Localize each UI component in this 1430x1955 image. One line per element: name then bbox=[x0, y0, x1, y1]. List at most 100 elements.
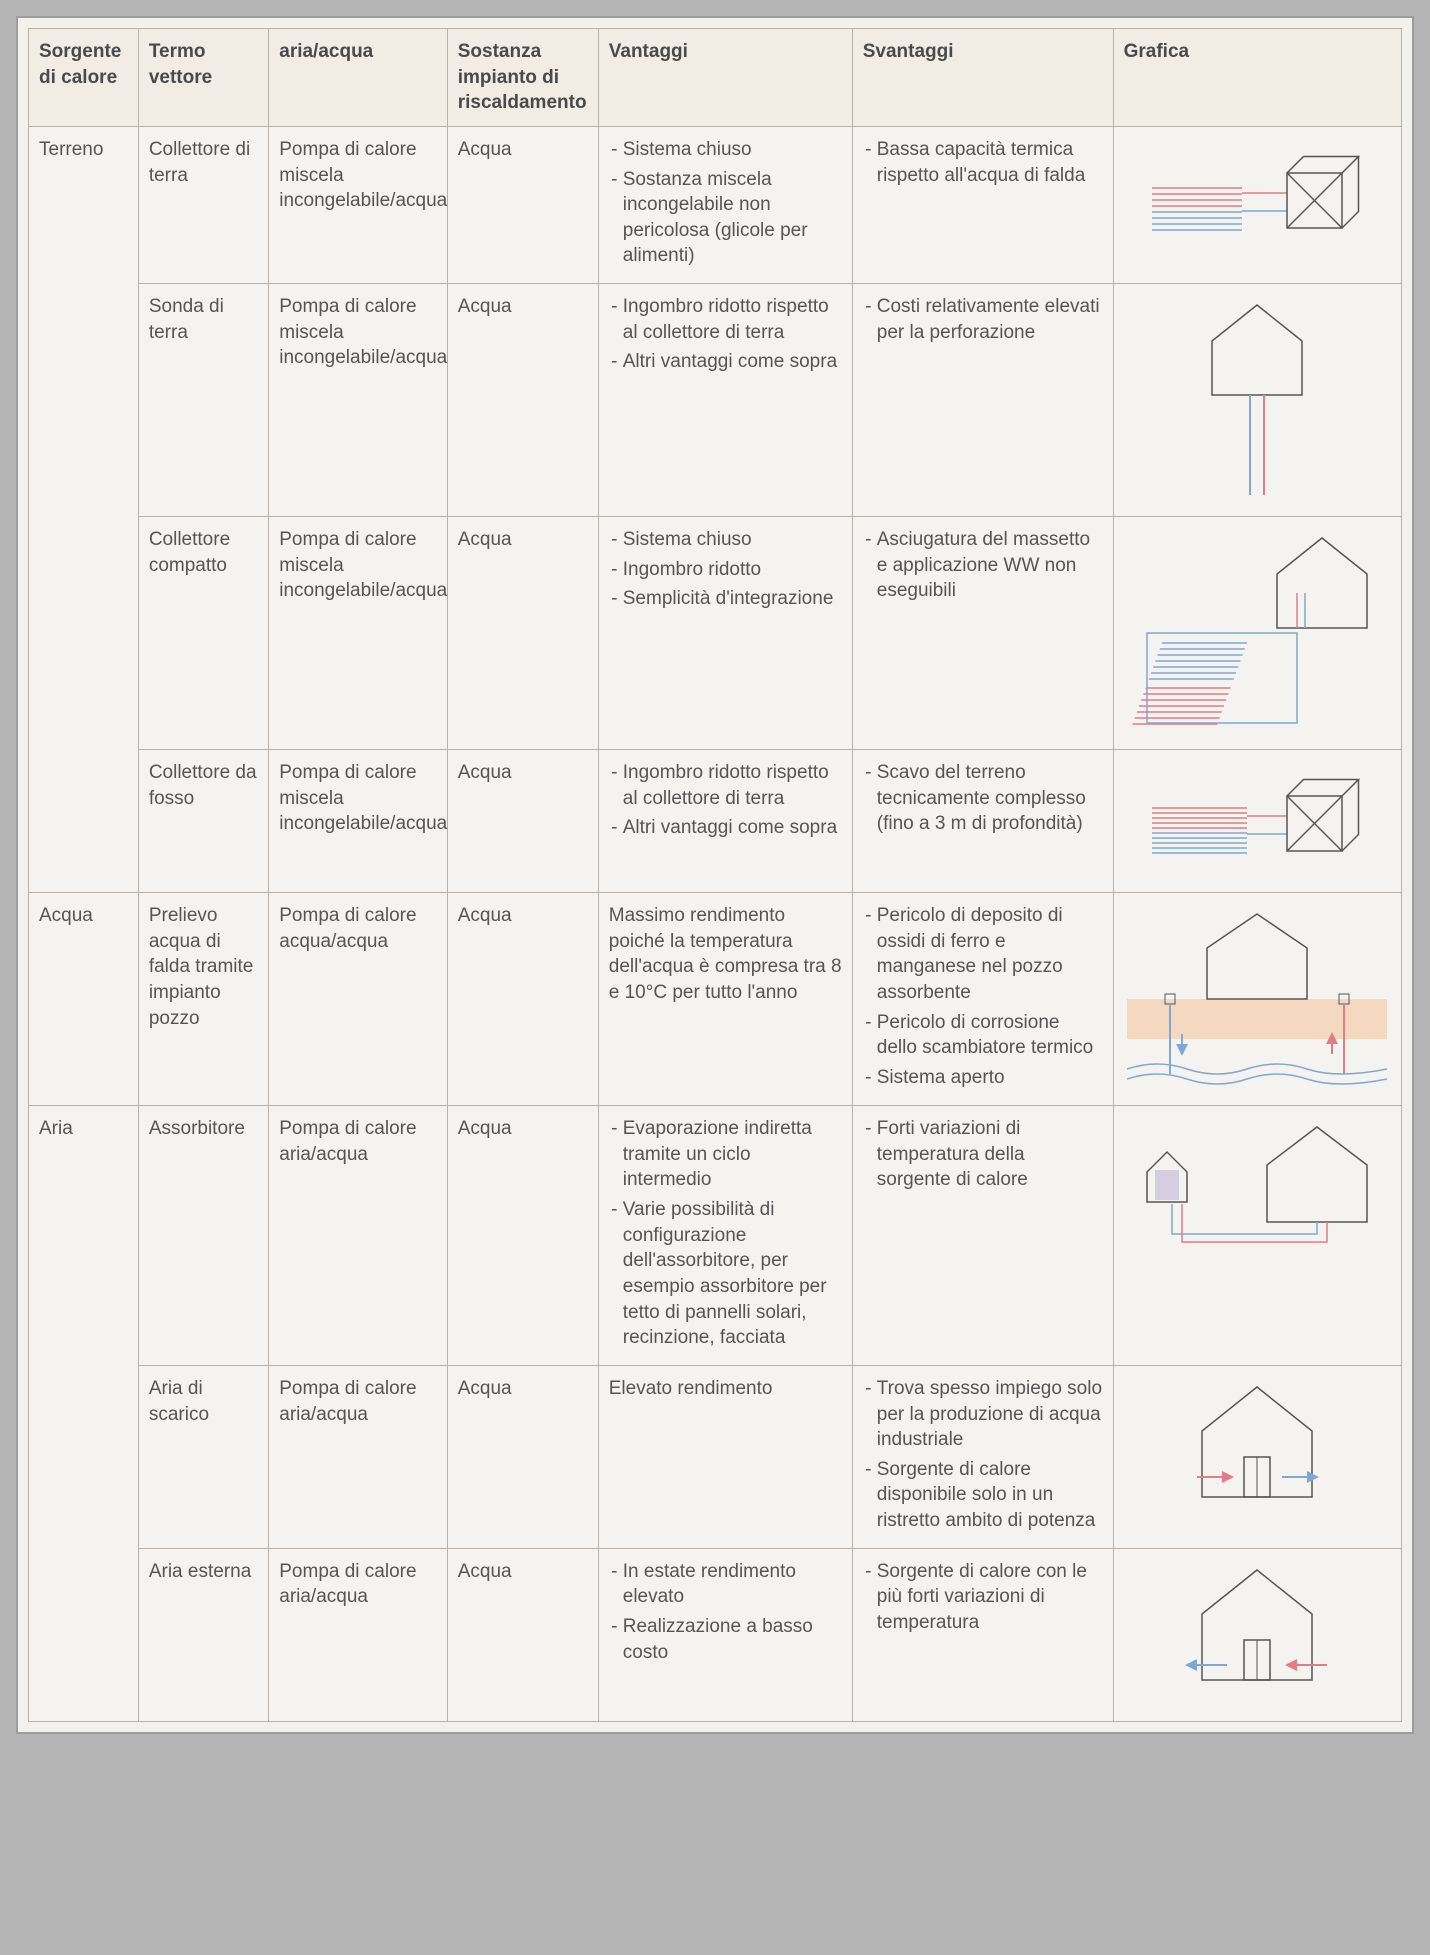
list-item: Semplicità d'integrazione bbox=[623, 586, 842, 612]
fosso-icon bbox=[1124, 766, 1391, 876]
list-item: Sistema chiuso bbox=[623, 137, 842, 163]
cell-grafica bbox=[1113, 750, 1401, 893]
cell-grafica bbox=[1113, 1106, 1401, 1366]
coll-terra-icon bbox=[1124, 143, 1391, 253]
list-item: Sorgente di calore con le più forti vari… bbox=[877, 1559, 1103, 1636]
acqua-icon bbox=[1124, 909, 1391, 1089]
list-item: Pericolo di corrosione dello scambiatore… bbox=[877, 1010, 1103, 1061]
list-item: Ingombro ridotto bbox=[623, 557, 842, 583]
list-item: Realizzazione a basso costo bbox=[623, 1614, 842, 1665]
cell-ariaacqua: Pompa di calore miscela incongelabile/ac… bbox=[269, 126, 447, 283]
esterna-icon bbox=[1124, 1565, 1391, 1705]
table-head: Sorgente di calore Termo vettore aria/ac… bbox=[29, 29, 1402, 127]
col-sorgente: Sorgente di calore bbox=[29, 29, 139, 127]
cell-vantaggi: Ingombro ridotto rispetto al collettore … bbox=[598, 750, 852, 893]
cell-grafica bbox=[1113, 1548, 1401, 1721]
list-item: Altri vantaggi come sopra bbox=[623, 349, 842, 375]
list-item: Sostanza miscela incongelabile non peric… bbox=[623, 167, 842, 270]
cell-termo: Aria esterna bbox=[138, 1548, 268, 1721]
cell-ariaacqua: Pompa di calore aria/acqua bbox=[269, 1548, 447, 1721]
list-item: Sistema chiuso bbox=[623, 527, 842, 553]
cell-grafica bbox=[1113, 1365, 1401, 1548]
cell-vantaggi: Ingombro ridotto rispetto al collettore … bbox=[598, 284, 852, 517]
cell-svantaggi: Costi relativamente elevati per la perfo… bbox=[852, 284, 1113, 517]
cell-termo: Collettore da fosso bbox=[138, 750, 268, 893]
cell-sorgente: Aria bbox=[29, 1106, 139, 1722]
cell-ariaacqua: Pompa di calore miscela incongelabile/ac… bbox=[269, 750, 447, 893]
cell-sostanza: Acqua bbox=[447, 126, 598, 283]
table-row: Collettore da fossoPompa di calore misce… bbox=[29, 750, 1402, 893]
cell-svantaggi: Scavo del terreno tecnicamente complesso… bbox=[852, 750, 1113, 893]
cell-termo: Collettore compatto bbox=[138, 517, 268, 750]
list-item: Ingombro ridotto rispetto al collettore … bbox=[623, 760, 842, 811]
sonda-icon bbox=[1124, 300, 1391, 500]
table-row: Aria di scaricoPompa di calore aria/acqu… bbox=[29, 1365, 1402, 1548]
col-sostanza: Sostanza impianto di riscaldamento bbox=[447, 29, 598, 127]
table-row: Aria esternaPompa di calore aria/acquaAc… bbox=[29, 1548, 1402, 1721]
list-item: In estate rendimento elevato bbox=[623, 1559, 842, 1610]
cell-termo: Aria di scarico bbox=[138, 1365, 268, 1548]
list-item: Sistema aperto bbox=[877, 1065, 1103, 1091]
table-row: AcquaPrelievo acqua di falda tramite imp… bbox=[29, 893, 1402, 1106]
col-termo: Termo vettore bbox=[138, 29, 268, 127]
table-body: TerrenoCollettore di terraPompa di calor… bbox=[29, 126, 1402, 1721]
cell-sorgente: Acqua bbox=[29, 893, 139, 1106]
cell-sostanza: Acqua bbox=[447, 1365, 598, 1548]
cell-svantaggi: Trova spesso impiego solo per la produzi… bbox=[852, 1365, 1113, 1548]
table-row: AriaAssorbitorePompa di calore aria/acqu… bbox=[29, 1106, 1402, 1366]
cell-svantaggi: Bassa capacità termica rispetto all'acqu… bbox=[852, 126, 1113, 283]
list-item: Bassa capacità termica rispetto all'acqu… bbox=[877, 137, 1103, 188]
list-item: Forti variazioni di temperatura della so… bbox=[877, 1116, 1103, 1193]
list-item: Pericolo di deposito di ossidi di ferro … bbox=[877, 903, 1103, 1006]
cell-ariaacqua: Pompa di calore aria/acqua bbox=[269, 1106, 447, 1366]
list-item: Evaporazione indiretta tramite un ciclo … bbox=[623, 1116, 842, 1193]
compatto-icon bbox=[1124, 533, 1391, 733]
cell-svantaggi: Sorgente di calore con le più forti vari… bbox=[852, 1548, 1113, 1721]
cell-vantaggi: In estate rendimento elevatoRealizzazion… bbox=[598, 1548, 852, 1721]
cell-vantaggi: Sistema chiuso Ingombro ridotto Semplicità… bbox=[598, 517, 852, 750]
scarico-icon bbox=[1124, 1382, 1391, 1522]
cell-sostanza: Acqua bbox=[447, 1548, 598, 1721]
cell-ariaacqua: Pompa di calore miscela incongelabile/ac… bbox=[269, 517, 447, 750]
cell-termo: Assorbitore bbox=[138, 1106, 268, 1366]
cell-termo: Prelievo acqua di falda tramite impianto… bbox=[138, 893, 268, 1106]
table-row: Sonda di terraPompa di calore miscela in… bbox=[29, 284, 1402, 517]
cell-ariaacqua: Pompa di calore acqua/acqua bbox=[269, 893, 447, 1106]
cell-grafica bbox=[1113, 893, 1401, 1106]
list-item: Scavo del terreno tecnicamente complesso… bbox=[877, 760, 1103, 837]
assorbitore-icon bbox=[1124, 1122, 1391, 1272]
heat-table: Sorgente di calore Termo vettore aria/ac… bbox=[28, 28, 1402, 1722]
cell-svantaggi: Pericolo di deposito di ossidi di ferro … bbox=[852, 893, 1113, 1106]
list-item: Costi relativamente elevati per la perfo… bbox=[877, 294, 1103, 345]
cell-sostanza: Acqua bbox=[447, 284, 598, 517]
cell-termo: Sonda di terra bbox=[138, 284, 268, 517]
list-item: Trova spesso impiego solo per la produzi… bbox=[877, 1376, 1103, 1453]
cell-grafica bbox=[1113, 126, 1401, 283]
cell-sostanza: Acqua bbox=[447, 517, 598, 750]
cell-grafica bbox=[1113, 517, 1401, 750]
cell-vantaggi: Evaporazione indiretta tramite un ciclo … bbox=[598, 1106, 852, 1366]
table-row: TerrenoCollettore di terraPompa di calor… bbox=[29, 126, 1402, 283]
cell-sorgente: Terreno bbox=[29, 126, 139, 892]
list-item: Asciugatura del massetto e applicazione … bbox=[877, 527, 1103, 604]
cell-svantaggi: Asciugatura del massetto e applicazione … bbox=[852, 517, 1113, 750]
col-grafica: Grafica bbox=[1113, 29, 1401, 127]
list-item: Altri vantaggi come sopra bbox=[623, 815, 842, 841]
cell-sostanza: Acqua bbox=[447, 893, 598, 1106]
col-vantaggi: Vantaggi bbox=[598, 29, 852, 127]
cell-vantaggi: Massimo rendimento poiché la temperatura… bbox=[598, 893, 852, 1106]
page: Sorgente di calore Termo vettore aria/ac… bbox=[16, 16, 1414, 1734]
cell-sostanza: Acqua bbox=[447, 750, 598, 893]
table-row: Collettore compattoPompa di calore misce… bbox=[29, 517, 1402, 750]
cell-ariaacqua: Pompa di calore aria/acqua bbox=[269, 1365, 447, 1548]
list-item: Ingombro ridotto rispetto al collettore … bbox=[623, 294, 842, 345]
list-item: Sorgente di calore disponibile solo in u… bbox=[877, 1457, 1103, 1534]
cell-sostanza: Acqua bbox=[447, 1106, 598, 1366]
cell-grafica bbox=[1113, 284, 1401, 517]
cell-vantaggi: Sistema chiuso Sostanza miscela incongela… bbox=[598, 126, 852, 283]
cell-ariaacqua: Pompa di calore miscela incongelabile/ac… bbox=[269, 284, 447, 517]
cell-svantaggi: Forti variazioni di temperatura della so… bbox=[852, 1106, 1113, 1366]
list-item: Varie possibilità di configurazione dell… bbox=[623, 1197, 842, 1351]
col-svantaggi: Svantaggi bbox=[852, 29, 1113, 127]
cell-vantaggi: Elevato rendimento bbox=[598, 1365, 852, 1548]
